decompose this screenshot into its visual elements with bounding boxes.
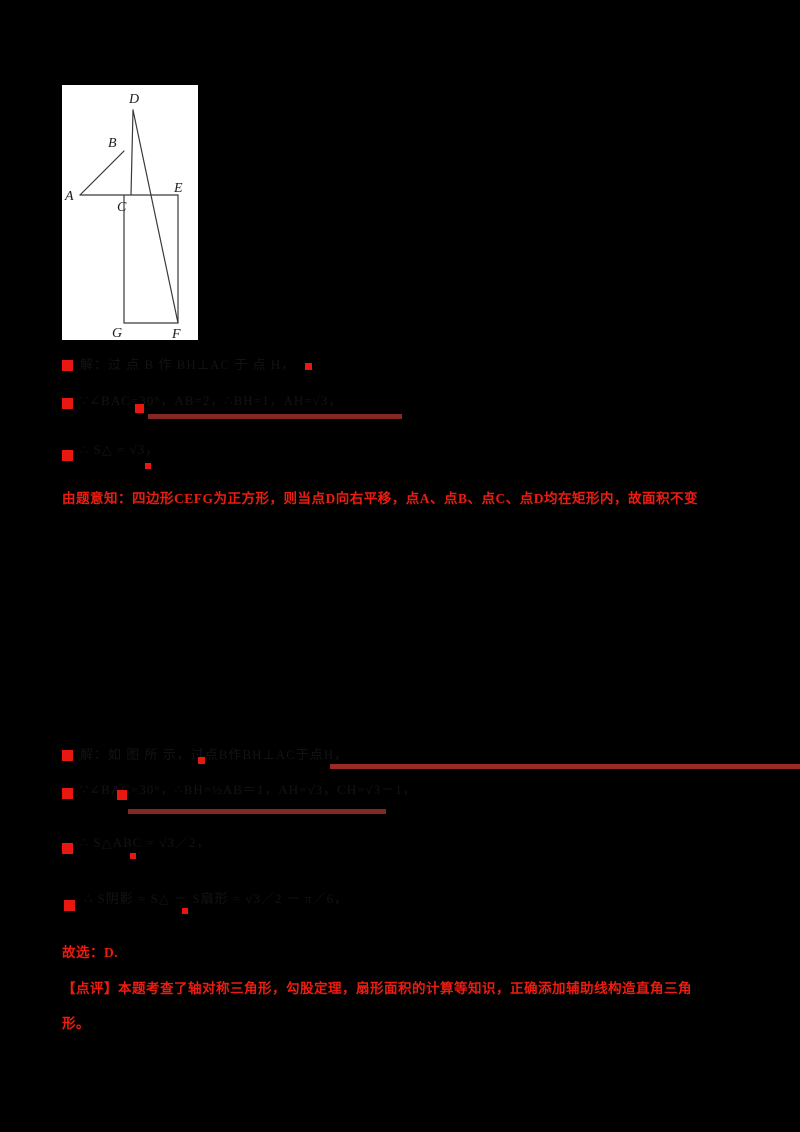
- underline-b2-2: [128, 809, 386, 814]
- figure-label-F: F: [171, 327, 181, 340]
- bullet-marker-b2-l3: [62, 843, 73, 854]
- inline-dot-b1-3: [145, 463, 151, 469]
- conclusion-b1: 由题意知：四边形CEFG为正方形，则当点D向右平移，点A、点B、点C、点D均在矩…: [62, 491, 699, 506]
- bullet-marker-b1-l3: [62, 450, 73, 461]
- inline-dot-b2-4: [182, 908, 188, 914]
- solution-line-b1-3: ∴ S△ = √3，: [80, 442, 160, 457]
- underline-b1-2: [148, 414, 402, 419]
- solution-line-b2-3: ∴ S△ABC = √3／2，: [80, 835, 211, 850]
- figure-label-E: E: [173, 181, 183, 196]
- figure-label-A: A: [64, 189, 74, 204]
- inline-dot-b1-1: [305, 362, 313, 370]
- figure-label-D: D: [128, 92, 139, 107]
- underline-b2-1: [330, 764, 800, 769]
- solution-line-b2-1: 解：如 图 所 示，过点B作BH⊥AC于点H，: [80, 747, 349, 762]
- inline-dot-b2-3: [130, 853, 136, 859]
- bullet-marker-b1-l2: [62, 398, 73, 409]
- inline-marker-b2-2: [117, 790, 127, 800]
- comment-line-2: 形。: [62, 1016, 90, 1031]
- inline-marker-b1-2: [135, 404, 144, 413]
- solution-line-b1-2: ∵∠BAC=30°，AB=2，∴BH=1，AH=√3，: [80, 393, 343, 408]
- geometry-figure-svg: D B A C E G F: [64, 92, 183, 340]
- bullet-marker-b2-l2: [62, 788, 73, 799]
- bullet-marker-b2-l1: [62, 750, 73, 761]
- segment-DC: [130, 109, 134, 196]
- figure-label-C: C: [117, 200, 127, 215]
- bullet-marker-b2-l4: [64, 900, 75, 911]
- solution-line-b2-2: ∵∠BAC=30°，∴BH=½AB＝1，AH=√3，CH=√3－1，: [80, 782, 417, 797]
- geometry-figure: D B A C E G F: [62, 85, 198, 340]
- final-answer: 故选：D.: [62, 945, 119, 960]
- segment-DF: [132, 109, 179, 324]
- solution-line-b1-1: 解：过 点 B 作 BH⊥AC 于 点 H，: [80, 358, 313, 371]
- figure-label-G: G: [112, 326, 122, 340]
- figure-label-B: B: [108, 136, 117, 151]
- comment-line-1: 【点评】本题考查了轴对称三角形，勾股定理，扇形面积的计算等知识，正确添加辅助线构…: [62, 981, 692, 996]
- solution-line-b2-4: ∴ S阴影 = S△ － S扇形 = √3／2 － π／6，: [84, 891, 349, 906]
- bullet-marker-b1-l1: [62, 360, 73, 371]
- segment-AB: [79, 150, 125, 196]
- inline-dot-b2-1: [198, 757, 205, 764]
